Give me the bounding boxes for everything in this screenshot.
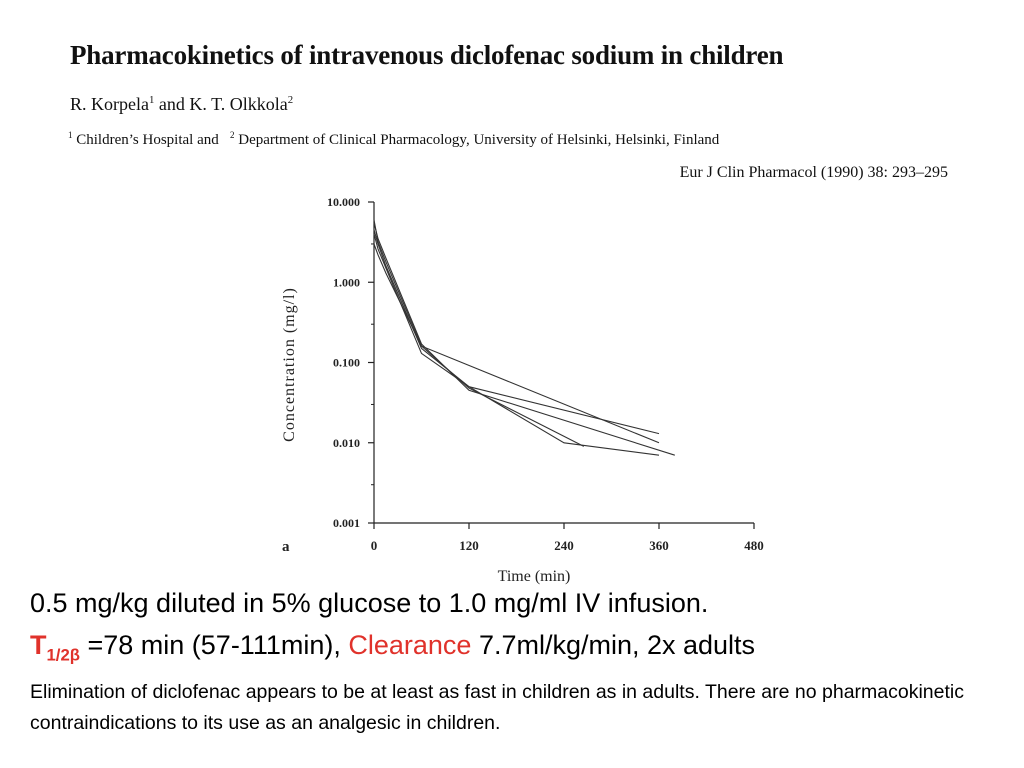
author-name: R. Korpela xyxy=(70,94,149,114)
series-line-5 xyxy=(373,243,660,444)
paper-title: Pharmacokinetics of intravenous diclofen… xyxy=(70,40,784,70)
affiliation-text: Children’s Hospital and xyxy=(76,132,219,148)
clearance-value: 7.7ml/kg/min, 2x adults xyxy=(471,630,756,660)
affiliation-mark: 1 xyxy=(68,130,73,140)
x-tick-label: 240 xyxy=(554,538,574,553)
x-tick-label: 0 xyxy=(371,538,378,553)
author-name: K. T. Olkkola xyxy=(189,94,288,114)
y-tick-label: 10.000 xyxy=(327,195,360,209)
paper-affiliations: 1 Children’s Hospital and 2 Department o… xyxy=(68,130,720,149)
x-tick-label: 120 xyxy=(459,538,479,553)
y-tick-label: 0.100 xyxy=(333,356,360,370)
y-tick-label: 0.001 xyxy=(333,516,360,530)
y-tick-label: 1.000 xyxy=(333,275,360,289)
clearance-label: Clearance xyxy=(348,630,472,660)
x-tick-label: 360 xyxy=(649,538,669,553)
journal-citation: Eur J Clin Pharmacol (1990) 38: 293–295 xyxy=(679,164,948,181)
y-tick-label: 0.010 xyxy=(333,436,360,450)
author-affiliation-mark: 1 xyxy=(148,94,155,106)
author-conjunction: and xyxy=(154,94,190,114)
paper-authors: R. Korpela1 and K. T. Olkkola2 xyxy=(70,94,293,115)
half-life-value: =78 min (57-111min), xyxy=(79,630,349,660)
series-line-1 xyxy=(373,229,660,435)
x-axis-label: Time (min) xyxy=(498,568,571,585)
affiliation-mark: 2 xyxy=(230,130,235,140)
pk-parameters: T1/2β =78 min (57-111min), Clearance 7.7… xyxy=(30,630,756,665)
concentration-time-chart: 0.001 0.010 0.100 1.000 10.000 0 120 240 360 480 T… xyxy=(281,195,764,585)
half-life-label: T1/2β xyxy=(30,630,80,665)
series-line-3 xyxy=(373,219,585,447)
affiliation-text: Department of Clinical Pharmacology, Uni… xyxy=(238,132,720,148)
author-affiliation-mark: 2 xyxy=(287,94,294,106)
half-life-subscript: 1/2β xyxy=(46,645,80,665)
y-axis-label: Concentration (mg/l) xyxy=(281,287,298,442)
conclusion-text: Elimination of diclofenac appears to be … xyxy=(30,681,965,734)
series-line-2 xyxy=(373,222,675,456)
dosing-statement: 0.5 mg/kg diluted in 5% glucose to 1.0 m… xyxy=(30,588,709,618)
panel-label: a xyxy=(282,539,290,555)
series-line-4 xyxy=(373,233,660,456)
x-tick-label: 480 xyxy=(744,538,764,553)
